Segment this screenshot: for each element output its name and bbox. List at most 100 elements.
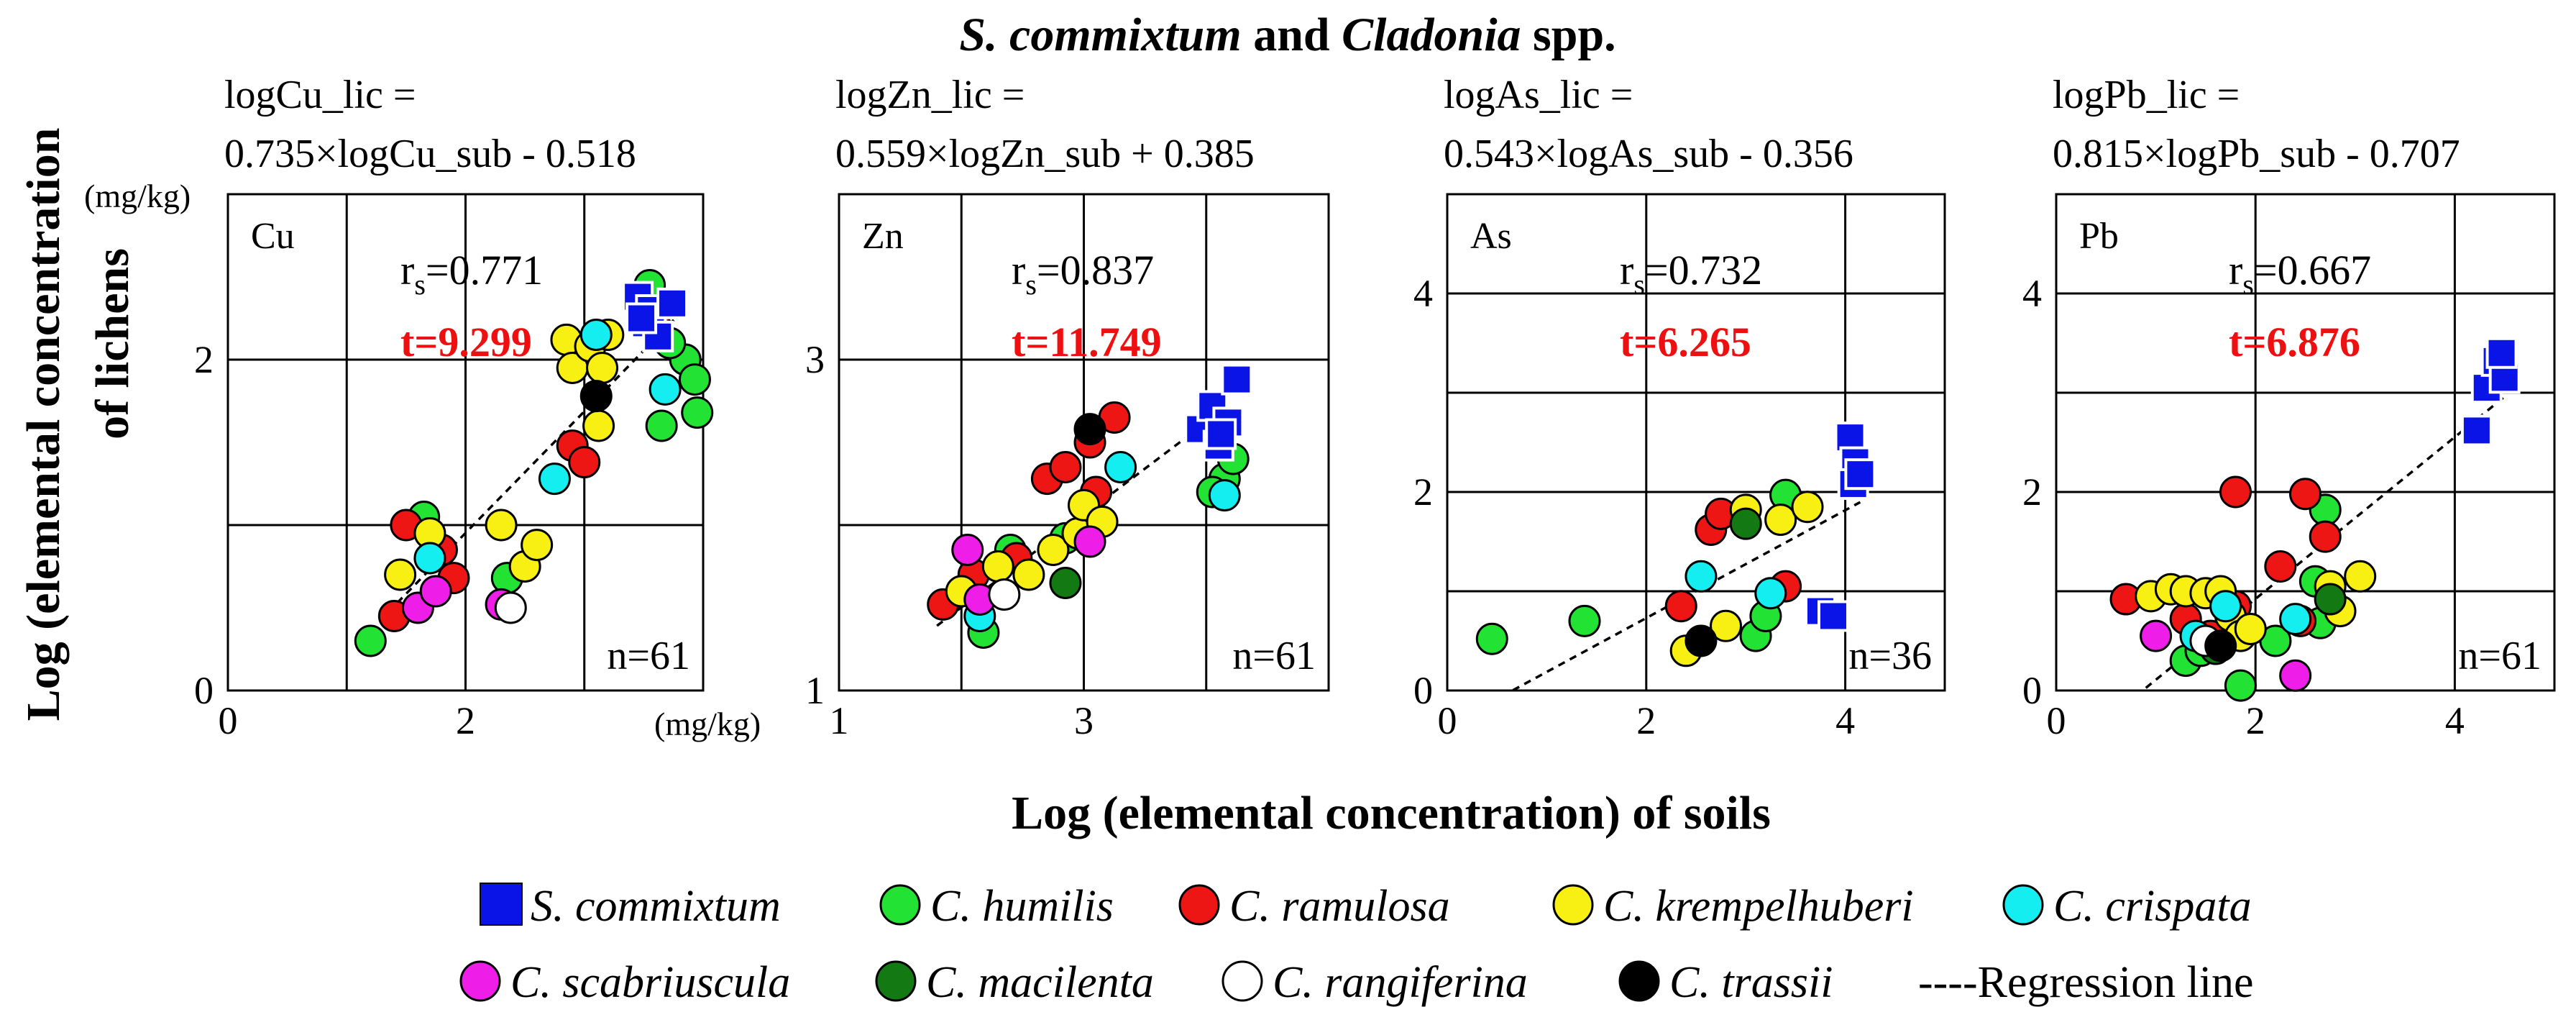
y-tick-label: 0 — [194, 669, 214, 712]
t-statistic: t=9.299 — [400, 319, 532, 365]
title-end-part: spp. — [1521, 9, 1616, 61]
x-tick-label: 4 — [1835, 699, 1855, 742]
legend-regression-label: ----Regression line — [1918, 958, 2254, 1007]
point-c-macilenta — [1729, 507, 1762, 540]
point-c-macilenta — [2314, 583, 2347, 616]
point-c-humilis — [354, 624, 387, 657]
rs-subscript: s — [414, 268, 426, 301]
point-c-krempelhuberi — [521, 529, 554, 562]
legend-label: C. crispata — [2053, 882, 2252, 931]
point-c-krempelhuberi — [2344, 560, 2377, 593]
point-s-commixtum — [1205, 418, 1237, 450]
point-c-krempelhuberi — [1791, 491, 1824, 524]
point-c-ramulosa — [568, 446, 601, 479]
point-s-commixtum — [656, 287, 689, 319]
point-s-commixtum — [1844, 458, 1876, 491]
legend-marker-circle — [1552, 884, 1594, 926]
y-tick-label: 0 — [1413, 669, 1433, 712]
point-c-humilis — [645, 409, 678, 442]
point-c-ramulosa — [2289, 478, 2321, 511]
rs-subscript: s — [1025, 268, 1037, 301]
y-axis-label-line2: of lichens — [86, 248, 139, 439]
point-c-krempelhuberi — [384, 558, 417, 591]
point-s-commixtum — [1221, 363, 1253, 396]
x-tick-label: 2 — [456, 699, 475, 742]
point-c-krempelhuberi — [981, 550, 1014, 583]
point-c-crispata — [413, 542, 446, 575]
panel-zn: 1 3 1 3 logZn_lic = 0.559×logZn_sub + 0.385 Zn… — [805, 73, 1330, 742]
point-c-rangiferina — [988, 578, 1021, 611]
title-italic-part-2: Cladonia — [1342, 9, 1521, 61]
point-c-humilis — [678, 363, 711, 396]
legend-marker-circle — [879, 884, 921, 926]
point-c-scabriuscula — [2140, 619, 2173, 652]
equation-line-2: 0.559×logZn_sub + 0.385 — [835, 132, 1255, 176]
rs-label: rs=0.771 — [400, 247, 543, 301]
legend-marker-circle — [2002, 884, 2044, 926]
point-c-humilis — [1475, 622, 1508, 655]
y-tick-label: 3 — [805, 338, 825, 381]
legend-label: C. macilenta — [926, 958, 1154, 1007]
point-c-scabriuscula — [1073, 525, 1106, 558]
point-c-humilis — [681, 396, 714, 429]
legend-item-c-macilenta: C. macilenta — [875, 958, 1154, 1007]
legend-label: C. scabriuscula — [510, 958, 790, 1007]
legend-label: C. krempelhuberi — [1603, 882, 1914, 931]
y-unit-label: (mg/kg) — [84, 178, 191, 214]
y-tick-label: 2 — [1413, 470, 1433, 514]
y-tick-label: 2 — [194, 338, 214, 381]
legend-item-c-crispata: C. crispata — [2002, 882, 2252, 931]
point-c-humilis — [1568, 604, 1601, 637]
plot-frame — [838, 193, 1330, 692]
n-label: n=61 — [2458, 634, 2541, 678]
rs-symbol: r — [1620, 247, 1633, 293]
legend-item-c-ramulosa: C. ramulosa — [1178, 882, 1450, 931]
rs-value: =0.771 — [426, 247, 543, 293]
equation-line-2: 0.543×logAs_sub - 0.356 — [1444, 132, 1853, 176]
element-label: Pb — [2079, 216, 2119, 257]
point-c-krempelhuberi — [1710, 609, 1743, 642]
element-label: Cu — [251, 216, 295, 257]
legend-item-c-rangiferina: C. rangiferina — [1221, 958, 1528, 1007]
legend-marker-circle — [1178, 884, 1220, 926]
rs-label: rs=0.732 — [1620, 247, 1762, 301]
rs-symbol: r — [400, 247, 414, 293]
equation-line-1: logPb_lic = — [2053, 73, 2240, 117]
panel-pb: 0 2 4 0 2 4 logPb_lic = 0.815×logPb_sub - 0.707… — [2022, 73, 2556, 742]
point-c-rangiferina — [494, 591, 527, 624]
figure-title: S. commixtum and Cladonia spp. — [959, 9, 1615, 61]
point-c-ramulosa — [2264, 550, 2297, 583]
point-c-ramulosa — [2219, 475, 2252, 509]
x-unit-label: (mg/kg) — [654, 706, 761, 742]
rs-label: rs=0.667 — [2229, 247, 2371, 301]
point-c-trassii — [1685, 624, 1718, 657]
legend-marker-square — [480, 883, 523, 926]
point-c-crispata — [1754, 577, 1787, 610]
point-c-krempelhuberi — [2234, 612, 2267, 645]
x-axis-label: Log (elemental concentration) of soils — [1012, 787, 1771, 839]
point-c-crispata — [2209, 590, 2242, 623]
point-s-commixtum — [2460, 414, 2493, 447]
point-c-crispata — [538, 462, 571, 496]
panels: 0 2 0 2 logCu_lic = 0.735×logCu_sub - 0.518 Cu… — [194, 73, 2556, 742]
rs-value: =0.732 — [1645, 247, 1762, 293]
regression-line — [936, 407, 1226, 627]
legend-item-c-krempelhuberi: C. krempelhuberi — [1552, 882, 1914, 931]
element-label: As — [1470, 216, 1512, 257]
title-mid-part: and — [1242, 9, 1342, 61]
point-c-crispata — [648, 373, 682, 406]
point-c-krempelhuberi — [586, 352, 619, 384]
t-statistic: t=6.876 — [2229, 319, 2360, 365]
rs-value: =0.667 — [2254, 247, 2371, 293]
x-tick-label: 3 — [1074, 699, 1094, 742]
equation-line-2: 0.735×logCu_sub - 0.518 — [224, 132, 636, 176]
y-axis-label-line1: Log (elemental concentration — [17, 128, 70, 721]
rs-symbol: r — [1012, 247, 1025, 293]
n-label: n=36 — [1848, 634, 1932, 678]
plot-frame — [2055, 193, 2556, 692]
point-c-krempelhuberi — [1012, 558, 1045, 591]
point-c-crispata — [579, 319, 613, 351]
y-tick-label: 2 — [2022, 470, 2042, 514]
equation-line-1: logZn_lic = — [835, 73, 1025, 117]
